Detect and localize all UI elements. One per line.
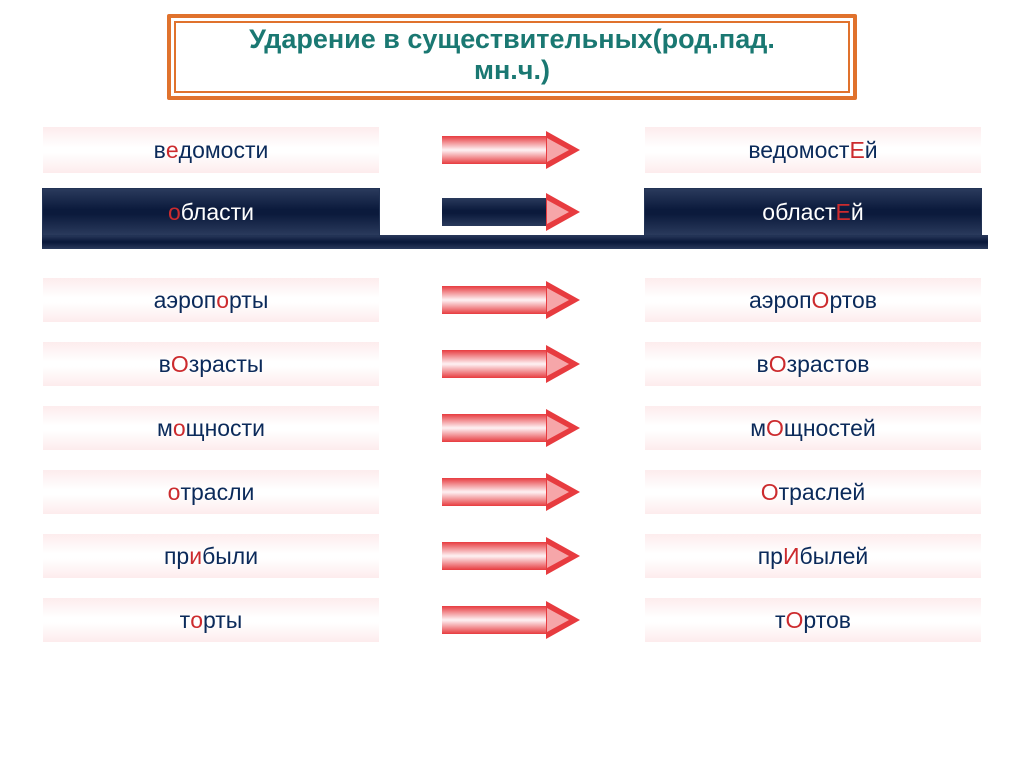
word-cell: областЕй — [644, 188, 982, 236]
word-cell: прИбылей — [644, 533, 982, 579]
word-cell: аэропОртов — [644, 277, 982, 323]
arrow-right-icon — [442, 473, 582, 511]
word-segment: и — [189, 543, 202, 570]
word-cell: области — [42, 188, 380, 236]
word-segment: й — [851, 199, 864, 226]
word-segment: пр — [164, 543, 189, 570]
word-cell: мощности — [42, 405, 380, 451]
title-line-2: мн.ч.) — [181, 55, 843, 86]
word-segment: рты — [203, 607, 242, 634]
word-segment: О — [766, 415, 784, 442]
word-row: тортытОртов — [42, 597, 982, 643]
word-segment: былей — [800, 543, 869, 570]
word-segment: в — [154, 137, 166, 164]
word-cell: отрасли — [42, 469, 380, 515]
arrow-right-icon — [442, 131, 582, 169]
arrow-wrap — [422, 281, 602, 319]
word-cell: вОзрастов — [644, 341, 982, 387]
arrow-wrap — [422, 601, 602, 639]
arrow-right-icon — [442, 601, 582, 639]
arrow-right-icon — [442, 409, 582, 447]
word-segment: м — [157, 415, 173, 442]
word-segment: были — [202, 543, 258, 570]
word-segment: т — [775, 607, 786, 634]
word-row: мощностимОщностей — [42, 405, 982, 451]
word-segment: О — [786, 607, 804, 634]
word-cell: тОртов — [644, 597, 982, 643]
word-segment: т — [180, 607, 191, 634]
word-segment: зрасты — [189, 351, 264, 378]
arrow-wrap — [422, 193, 602, 231]
word-segment: траслей — [779, 479, 866, 506]
word-segment: бласти — [181, 199, 254, 226]
word-segment: щности — [186, 415, 265, 442]
group-2: аэропортыаэропОртоввОзрастывОзрастовмощн… — [42, 277, 982, 643]
word-segment: област — [762, 199, 835, 226]
word-segment: й — [865, 137, 878, 164]
word-segment: е — [166, 137, 179, 164]
arrow-right-icon — [442, 537, 582, 575]
word-segment: И — [783, 543, 800, 570]
word-cell: Отраслей — [644, 469, 982, 515]
word-row: вОзрастывОзрастов — [42, 341, 982, 387]
word-segment: ведомост — [748, 137, 849, 164]
word-segment: Е — [849, 137, 864, 164]
arrow-wrap — [422, 345, 602, 383]
dark-divider-bar — [42, 235, 988, 249]
word-row: аэропортыаэропОртов — [42, 277, 982, 323]
arrow-right-icon — [442, 281, 582, 319]
title-box: Ударение в существительных(род.пад. мн.ч… — [167, 14, 857, 100]
word-cell: мОщностей — [644, 405, 982, 451]
word-segment: Е — [835, 199, 850, 226]
arrow-right-icon — [442, 193, 582, 231]
word-segment: рты — [229, 287, 268, 314]
word-row: ведомости ведомостЕй — [42, 126, 982, 174]
word-row: прибылипрИбылей — [42, 533, 982, 579]
word-segment: о — [168, 479, 181, 506]
word-segment: в — [756, 351, 768, 378]
arrow-wrap — [422, 473, 602, 511]
word-row: области областЕй — [42, 188, 982, 236]
word-segment: зрастов — [787, 351, 870, 378]
word-segment: О — [171, 351, 189, 378]
word-segment: О — [812, 287, 830, 314]
word-segment: аэроп — [154, 287, 217, 314]
arrow-wrap — [422, 131, 602, 169]
word-cell: вОзрасты — [42, 341, 380, 387]
word-segment: о — [216, 287, 229, 314]
arrow-wrap — [422, 409, 602, 447]
word-segment: щностей — [784, 415, 876, 442]
word-row: отрасли Отраслей — [42, 469, 982, 515]
word-cell: ведомости — [42, 126, 380, 174]
arrow-wrap — [422, 537, 602, 575]
word-segment: О — [761, 479, 779, 506]
word-segment: о — [168, 199, 181, 226]
word-segment: аэроп — [749, 287, 812, 314]
title-line-1: Ударение в существительных(род.пад. — [181, 24, 843, 55]
word-segment: ртов — [829, 287, 877, 314]
word-segment: трасли — [180, 479, 254, 506]
word-segment: о — [190, 607, 203, 634]
word-cell: торты — [42, 597, 380, 643]
word-segment: в — [159, 351, 171, 378]
word-segment: О — [769, 351, 787, 378]
word-segment: пр — [758, 543, 783, 570]
word-cell: аэропорты — [42, 277, 380, 323]
word-cell: ведомостЕй — [644, 126, 982, 174]
word-segment: м — [750, 415, 766, 442]
word-segment: ртов — [803, 607, 851, 634]
word-segment: домости — [179, 137, 269, 164]
group-1: ведомостиведомостЕйобластиобластЕй — [42, 126, 982, 236]
word-segment: о — [173, 415, 186, 442]
arrow-right-icon — [442, 345, 582, 383]
word-cell: прибыли — [42, 533, 380, 579]
